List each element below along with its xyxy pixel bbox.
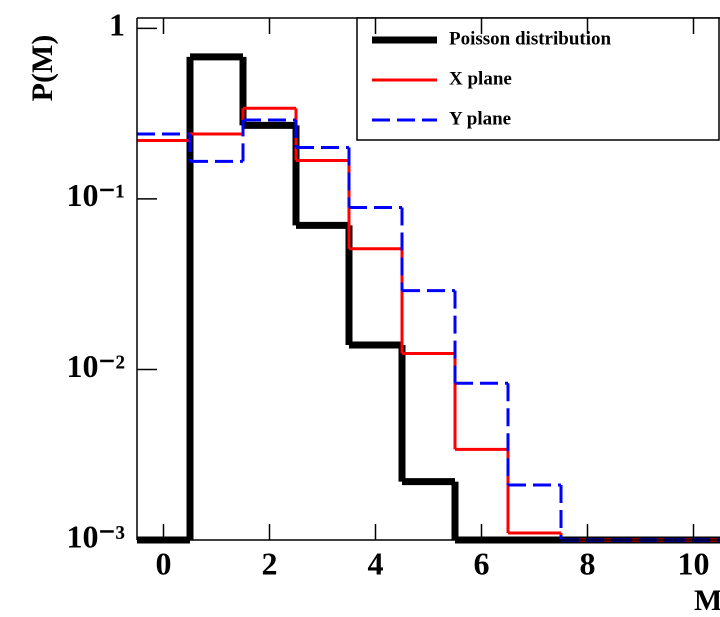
legend-label: Poisson distribution [449,28,612,49]
x-tick-label: 8 [580,545,596,581]
x-axis-label: M [694,584,720,617]
x-tick-label: 0 [156,545,172,581]
y-tick-label: 10⁻² [67,348,125,384]
legend: Poisson distribution X plane Y plane [356,17,720,141]
x-tick-label: 10 [678,545,710,581]
legend-label: Y plane [449,108,511,129]
x-tick-label: 4 [368,545,384,581]
y-tick-label: 10⁻³ [67,518,125,554]
x-tick-label: 2 [262,545,278,581]
x-tick-label: 6 [474,545,490,581]
legend-label: X plane [449,68,512,89]
y-axis-label: P(M) [26,35,59,102]
y-tick-label: 10⁻¹ [67,177,125,213]
y-tick-label: 1 [109,7,125,43]
